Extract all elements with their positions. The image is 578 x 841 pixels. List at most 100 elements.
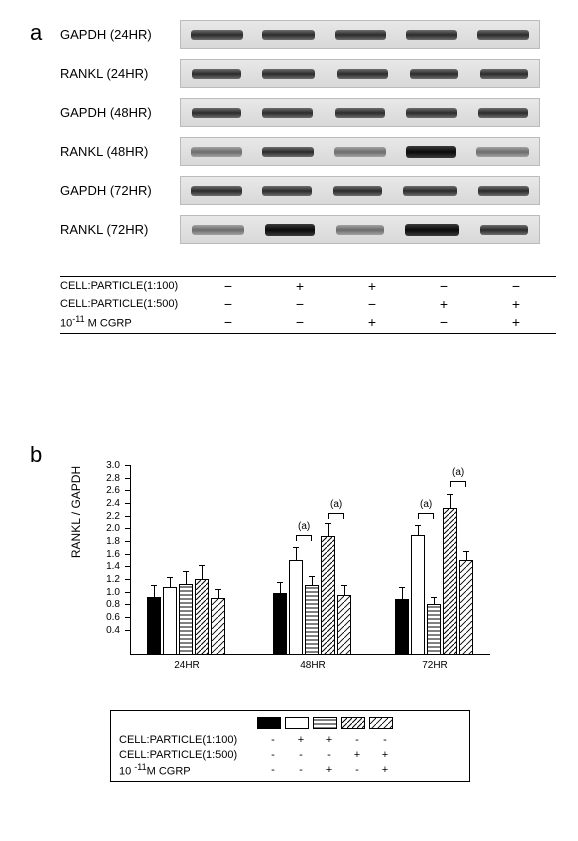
ytick-label: 1.0 bbox=[106, 587, 120, 598]
ytick-label: 1.4 bbox=[106, 561, 120, 572]
blot-row-label: RANKL (72HR) bbox=[60, 222, 180, 237]
blot-row-label: RANKL (48HR) bbox=[60, 144, 180, 159]
legend-cell: - bbox=[259, 764, 287, 776]
blot-row-label: GAPDH (72HR) bbox=[60, 183, 180, 198]
bar bbox=[321, 536, 335, 655]
blot-strip bbox=[180, 20, 540, 49]
legend-cell: + bbox=[315, 764, 343, 776]
legend-cell: - bbox=[287, 764, 315, 776]
band bbox=[265, 224, 315, 236]
treatment-cell: − bbox=[352, 296, 392, 312]
ytick-label: 2.4 bbox=[106, 498, 120, 509]
bar bbox=[195, 579, 209, 655]
bar bbox=[427, 604, 441, 655]
band bbox=[262, 108, 313, 118]
legend-row-label: 10 -11M CGRP bbox=[119, 762, 259, 778]
treatment-cell: − bbox=[280, 314, 320, 330]
bar bbox=[211, 598, 225, 655]
treatment-cell: − bbox=[280, 296, 320, 312]
legend-box: CELL:PARTICLE(1:100)-++--CELL:PARTICLE(1… bbox=[110, 710, 470, 782]
legend-swatch bbox=[257, 717, 281, 729]
ytick-label: 0.8 bbox=[106, 599, 120, 610]
x-group-label: 24HR bbox=[157, 660, 217, 671]
band bbox=[262, 147, 314, 157]
band bbox=[405, 224, 458, 236]
band bbox=[192, 225, 244, 235]
legend-row-label: CELL:PARTICLE(1:100) bbox=[119, 734, 259, 746]
ytick-label: 2.8 bbox=[106, 473, 120, 484]
legend-swatch bbox=[369, 717, 393, 729]
band bbox=[478, 186, 529, 196]
treatment-label: 10-11 M CGRP bbox=[60, 314, 192, 330]
band bbox=[476, 147, 529, 157]
bar bbox=[273, 593, 287, 655]
band bbox=[403, 186, 456, 196]
bar bbox=[289, 560, 303, 655]
band bbox=[333, 186, 383, 196]
legend-swatch bbox=[313, 717, 337, 729]
blot-strip bbox=[180, 98, 540, 127]
band bbox=[335, 108, 384, 118]
significance-label: (a) bbox=[452, 467, 464, 478]
blot-row-label: GAPDH (48HR) bbox=[60, 105, 180, 120]
ytick-label: 0.4 bbox=[106, 625, 120, 636]
treatment-cell: − bbox=[424, 314, 464, 330]
treatment-cell: + bbox=[496, 296, 536, 312]
blot-strip bbox=[180, 176, 540, 205]
legend-cell: - bbox=[371, 734, 399, 746]
legend-cell: - bbox=[259, 749, 287, 761]
panel-b-letter: b bbox=[30, 442, 42, 468]
treatment-cell: + bbox=[496, 314, 536, 330]
band bbox=[406, 146, 456, 158]
band bbox=[337, 69, 388, 79]
significance-label: (a) bbox=[420, 499, 432, 510]
band bbox=[334, 147, 386, 157]
ytick-label: 2.0 bbox=[106, 523, 120, 534]
bar bbox=[163, 587, 177, 655]
ytick-label: 0.6 bbox=[106, 612, 120, 623]
legend-cell: - bbox=[259, 734, 287, 746]
legend-cell: + bbox=[371, 749, 399, 761]
legend-swatch bbox=[341, 717, 365, 729]
bar-chart: RANKL / GAPDH 0.40.60.81.01.21.41.61.82.… bbox=[80, 455, 510, 700]
legend-cell: + bbox=[371, 764, 399, 776]
bar bbox=[459, 560, 473, 655]
band bbox=[262, 186, 312, 196]
western-blots: GAPDH (24HR) RANKL (24HR) GAPDH (48HR) RANK… bbox=[60, 20, 560, 254]
treatment-cell: − bbox=[208, 278, 248, 294]
band bbox=[336, 225, 384, 235]
band bbox=[480, 69, 528, 79]
chart-area: 0.40.60.81.01.21.41.61.82.02.22.42.62.83… bbox=[130, 465, 490, 655]
treatment-cell: − bbox=[424, 278, 464, 294]
legend-cell: - bbox=[343, 734, 371, 746]
bar bbox=[411, 535, 425, 655]
band bbox=[406, 30, 457, 40]
band bbox=[192, 108, 241, 118]
band bbox=[191, 147, 242, 157]
treatment-cell: + bbox=[280, 278, 320, 294]
ytick-label: 1.6 bbox=[106, 549, 120, 560]
legend-cell: - bbox=[315, 749, 343, 761]
band bbox=[262, 69, 315, 79]
x-group-label: 48HR bbox=[283, 660, 343, 671]
band bbox=[335, 30, 386, 40]
blot-strip bbox=[180, 59, 540, 88]
bar bbox=[443, 508, 457, 655]
band bbox=[480, 225, 528, 235]
ytick-label: 2.2 bbox=[106, 511, 120, 522]
blot-row-label: RANKL (24HR) bbox=[60, 66, 180, 81]
band bbox=[406, 108, 456, 118]
ytick-label: 2.6 bbox=[106, 485, 120, 496]
blot-strip bbox=[180, 215, 540, 244]
legend-cell: + bbox=[343, 749, 371, 761]
ytick-label: 3.0 bbox=[106, 460, 120, 471]
ytick-label: 1.8 bbox=[106, 536, 120, 547]
bar bbox=[147, 597, 161, 655]
treatment-cell: − bbox=[208, 314, 248, 330]
treatment-cell: + bbox=[352, 278, 392, 294]
legend-cell: + bbox=[287, 734, 315, 746]
blot-row-label: GAPDH (24HR) bbox=[60, 27, 180, 42]
treatment-cell: − bbox=[208, 296, 248, 312]
bar bbox=[305, 585, 319, 655]
significance-label: (a) bbox=[330, 499, 342, 510]
